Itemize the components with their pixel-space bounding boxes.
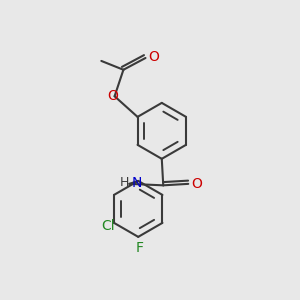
Text: N: N: [132, 176, 142, 190]
Text: O: O: [191, 177, 202, 191]
Text: Cl: Cl: [101, 219, 115, 233]
Text: H: H: [120, 176, 129, 189]
Text: F: F: [136, 241, 144, 255]
Text: O: O: [108, 89, 118, 103]
Text: O: O: [148, 50, 159, 64]
